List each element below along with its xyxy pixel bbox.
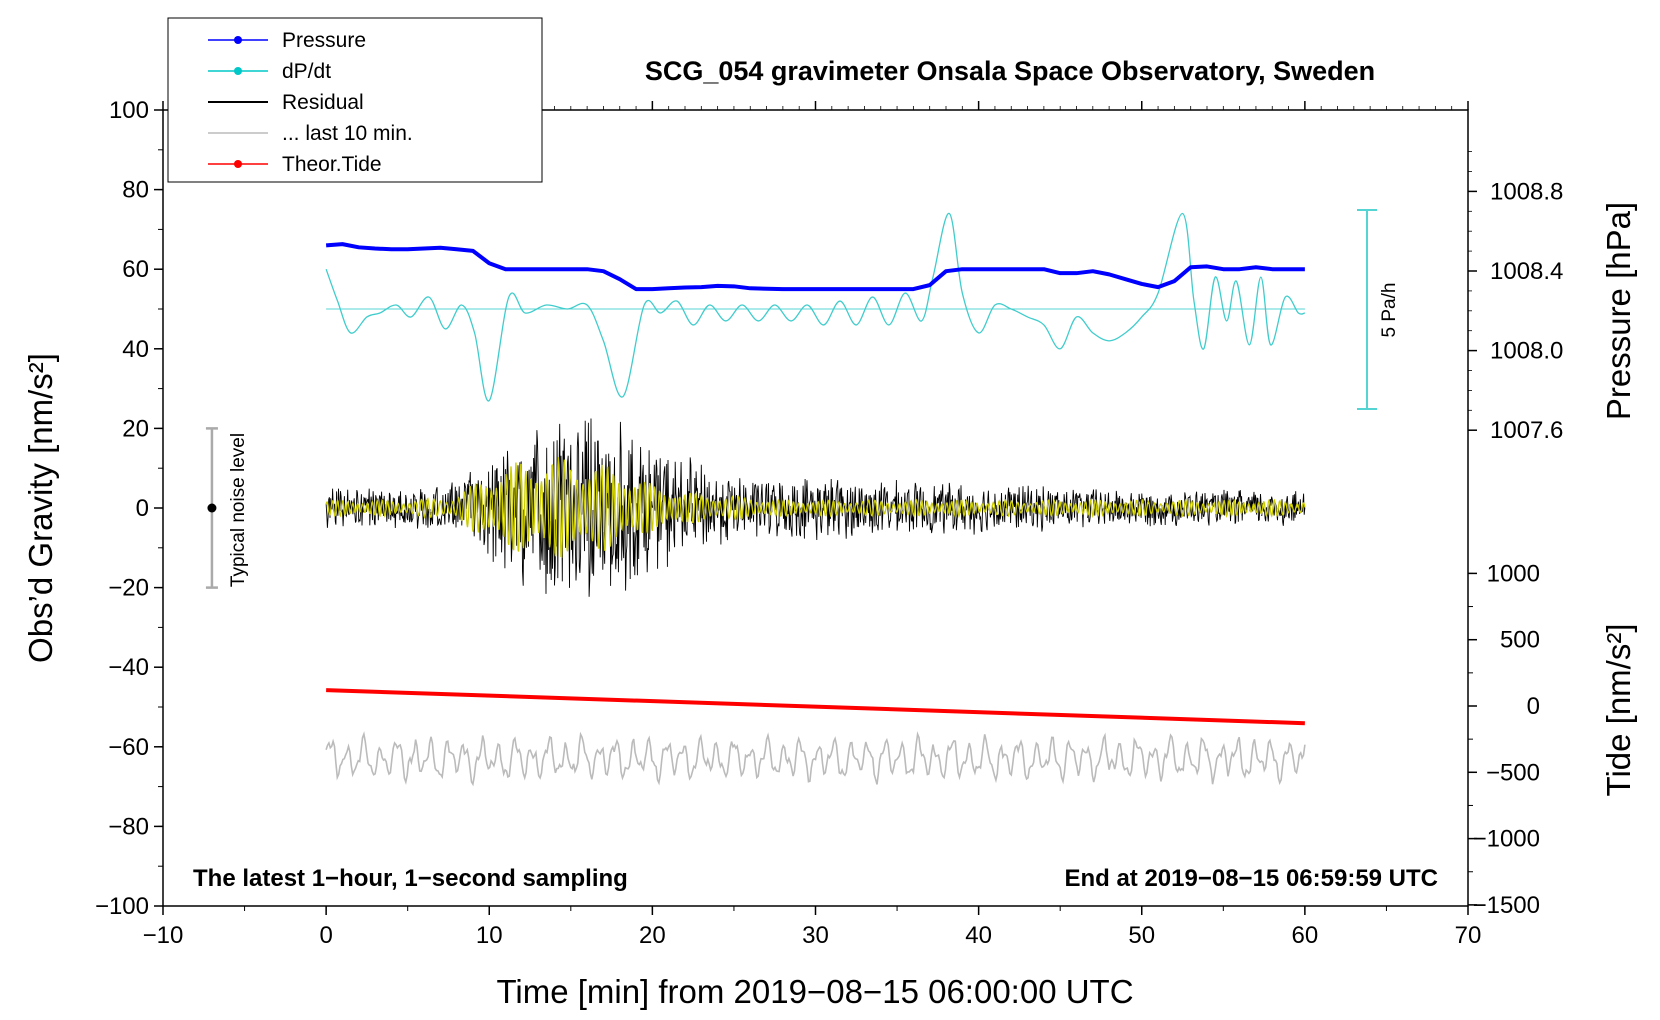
y-tick-label: 60 bbox=[122, 256, 149, 283]
tide-tick-label: 0 bbox=[1527, 693, 1540, 720]
pressure-tick-label: 1008.0 bbox=[1490, 338, 1563, 365]
x-tick-label: 20 bbox=[639, 922, 666, 949]
y-tick-label: −20 bbox=[108, 575, 149, 602]
legend-label: Theor.Tide bbox=[282, 153, 382, 176]
residual-series bbox=[325, 418, 1306, 597]
tide-tick-label: −500 bbox=[1486, 759, 1540, 786]
pressure-series bbox=[325, 242, 1305, 292]
y-axis-tide: 1000 500 0 −500 −1000 −1500 bbox=[1468, 560, 1540, 919]
filtered-series bbox=[325, 457, 1306, 559]
y-tick-label: −80 bbox=[108, 813, 149, 840]
tide-tick-label: 1000 bbox=[1487, 560, 1540, 587]
y-tick-label: 20 bbox=[122, 415, 149, 442]
legend-swatch-marker bbox=[234, 160, 242, 168]
y-axis-gravity: 100 80 60 40 20 0 −20 −40 −60 −80 −100 bbox=[95, 97, 163, 920]
pressure-tick-label: 1008.8 bbox=[1490, 178, 1563, 205]
legend-item: dP/dt bbox=[208, 60, 331, 83]
tide-tick-label: −1000 bbox=[1473, 826, 1540, 853]
legend-item: ... last 10 min. bbox=[208, 122, 413, 145]
y-tick-label: −60 bbox=[108, 734, 149, 761]
y-tick-label: −40 bbox=[108, 654, 149, 681]
last-10-min-series bbox=[325, 731, 1306, 787]
filtered-line bbox=[325, 457, 1306, 559]
x-tick-label: 10 bbox=[476, 922, 503, 949]
x-tick-label: 70 bbox=[1455, 922, 1482, 949]
legend-swatch-marker bbox=[234, 36, 242, 44]
legend-label: ... last 10 min. bbox=[282, 122, 413, 145]
pressure-axis-title: Pressure [hPa] bbox=[1600, 202, 1637, 420]
tide-line bbox=[326, 688, 1305, 726]
legend-label: Pressure bbox=[282, 29, 366, 52]
x-axis: −10 0 10 20 30 40 50 60 70 bbox=[143, 101, 1482, 949]
x-tick-label: −10 bbox=[143, 922, 184, 949]
y-tick-label: 100 bbox=[109, 97, 149, 124]
pressure-tick-label: 1008.4 bbox=[1490, 258, 1563, 285]
x-tick-label: 60 bbox=[1292, 922, 1319, 949]
legend-swatch-marker bbox=[234, 67, 242, 75]
tide-axis-title: Tide [nm/s²] bbox=[1600, 624, 1637, 797]
y-axis-title: Obs’d Gravity [nm/s²] bbox=[22, 353, 59, 663]
y-tick-label: −100 bbox=[95, 893, 149, 920]
sampling-note: The latest 1−hour, 1−second sampling bbox=[193, 865, 628, 892]
noise-bar-center-dot bbox=[207, 503, 217, 513]
x-axis-title: Time [min] from 2019−08−15 06:00:00 UTC bbox=[496, 973, 1133, 1010]
y-tick-label: 40 bbox=[122, 336, 149, 363]
tide-tick-label: 500 bbox=[1500, 627, 1540, 654]
noise-level-indicator: Typical noise level bbox=[205, 427, 249, 589]
tide-tick-label: −1500 bbox=[1473, 892, 1540, 919]
x-tick-label: 0 bbox=[319, 922, 332, 949]
end-time-note: End at 2019−08−15 06:59:59 UTC bbox=[1064, 865, 1438, 892]
x-tick-label: 30 bbox=[802, 922, 829, 949]
legend-label: dP/dt bbox=[282, 60, 331, 83]
dpdt-line bbox=[325, 212, 1306, 402]
noise-level-label: Typical noise level bbox=[228, 433, 249, 587]
last-10-min-line bbox=[325, 731, 1306, 787]
residual-line bbox=[325, 418, 1306, 597]
dpdt-series bbox=[325, 212, 1306, 402]
dpdt-scale-label: 5 Pa/h bbox=[1379, 283, 1400, 338]
y-tick-label: 0 bbox=[136, 495, 149, 522]
legend: Pressure dP/dt Residual ... last 10 min. The… bbox=[167, 17, 543, 183]
y-tick-label: 80 bbox=[122, 177, 149, 204]
pressure-line bbox=[325, 242, 1305, 292]
y-axis-pressure: 1008.8 1008.4 1008.0 1007.6 bbox=[1468, 151, 1563, 444]
dpdt-scale-bar: 5 Pa/h bbox=[1357, 209, 1400, 410]
x-tick-label: 50 bbox=[1128, 922, 1155, 949]
theoretical-tide-series bbox=[326, 688, 1305, 726]
legend-item: Residual bbox=[208, 91, 364, 114]
legend-item: Pressure bbox=[208, 29, 366, 52]
chart-title: SCG_054 gravimeter Onsala Space Observat… bbox=[645, 56, 1375, 86]
pressure-tick-label: 1007.6 bbox=[1490, 417, 1563, 444]
legend-item: Theor.Tide bbox=[208, 153, 382, 176]
legend-label: Residual bbox=[282, 91, 364, 114]
x-tick-label: 40 bbox=[965, 922, 992, 949]
